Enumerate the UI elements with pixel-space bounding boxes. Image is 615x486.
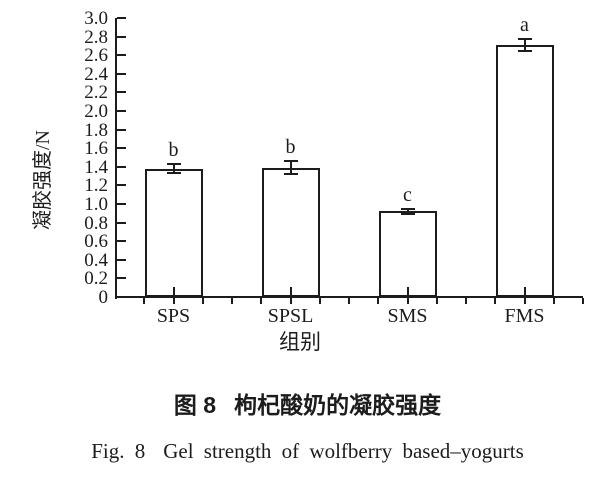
x-minor-tick: [289, 298, 292, 304]
x-minor-tick: [260, 298, 263, 304]
y-tick-label: 2.6: [84, 45, 108, 67]
x-minor-tick: [552, 298, 555, 304]
y-tick: [117, 54, 126, 57]
error-bar-cap-bottom-SMS: [400, 213, 415, 216]
y-tick: [117, 240, 126, 243]
y-tick: [117, 147, 126, 150]
y-tick-label: 0: [98, 287, 109, 308]
x-tick-label-SPS: SPS: [156, 305, 191, 327]
error-bar-cap-top-FMS: [517, 38, 532, 41]
y-tick: [117, 221, 126, 224]
x-minor-tick: [143, 298, 146, 304]
error-bar-cap-bottom-FMS: [517, 49, 532, 52]
error-bar-line-SMS: [406, 208, 409, 215]
x-tick-label-FMS: FMS: [504, 305, 545, 327]
y-tick-label: 0.2: [84, 268, 108, 290]
x-minor-tick: [318, 298, 321, 304]
y-tick: [117, 35, 126, 38]
y-tick-label: 1.6: [84, 138, 108, 160]
x-minor-tick: [494, 298, 497, 304]
bar-SPS: [144, 168, 203, 297]
bar-SMS: [378, 211, 437, 297]
y-tick: [117, 110, 126, 112]
x-major-tick-SPSL: [289, 287, 292, 297]
x-major-tick-SPS: [172, 287, 175, 297]
y-tick-label: 1.0: [84, 194, 108, 215]
caption-en-text: Gel strength of wolfberry based–yogurts: [163, 439, 524, 463]
x-tick-label-SMS: SMS: [387, 305, 428, 327]
x-minor-tick: [172, 298, 175, 304]
x-axis-line: [115, 296, 583, 298]
error-bar-line-SPS: [172, 164, 175, 174]
caption-zh-text: 枸杞酸奶的凝胶强度: [234, 392, 442, 418]
y-tick-label: 3.0: [84, 8, 108, 29]
x-minor-tick: [523, 298, 526, 304]
x-minor-tick: [406, 298, 409, 304]
y-tick-label: 2.4: [84, 63, 108, 85]
y-tick-label: 1.4: [84, 156, 108, 178]
y-tick-label: 2.0: [84, 101, 108, 122]
y-tick: [117, 165, 126, 168]
y-axis-line: [115, 18, 117, 299]
x-minor-tick: [435, 298, 438, 304]
y-tick-label: 0.8: [84, 212, 108, 234]
y-tick: [117, 91, 126, 94]
y-tick-label: 1.2: [84, 175, 108, 197]
x-minor-tick: [348, 298, 350, 304]
significance-letter-SPS: b: [168, 139, 179, 161]
y-tick: [117, 277, 126, 280]
error-bar-cap-top-SPS: [166, 163, 181, 165]
y-tick-label: 0.4: [84, 249, 108, 271]
x-major-tick-SMS: [406, 287, 409, 297]
y-tick: [117, 72, 126, 75]
x-minor-tick: [377, 298, 380, 304]
caption-zh-number: 图 8: [173, 392, 217, 418]
x-minor-tick: [465, 298, 467, 304]
x-minor-tick: [231, 298, 233, 304]
error-bar-line-SPSL: [289, 161, 292, 175]
gel-strength-bar-chart: 凝胶强度/N 组别 0 0.2 0.4 0.6 0.8 1.0 1.2 1.4 1.6 1.8 2.…: [32, 8, 584, 354]
bar-SPSL: [261, 167, 320, 297]
y-tick: [117, 128, 126, 131]
x-minor-tick: [582, 298, 584, 304]
y-tick-label: 2.8: [84, 26, 108, 48]
caption-english: Fig. 8 Gel strength of wolfberry based–yo…: [0, 439, 615, 464]
y-axis-title: 凝胶强度/N: [32, 130, 54, 230]
caption-en-number: Fig. 8: [91, 439, 146, 463]
significance-letter-SPSL: b: [285, 136, 296, 159]
x-tick-label-SPSL: SPSL: [267, 305, 314, 327]
y-tick: [117, 17, 126, 19]
error-bar-cap-bottom-SPSL: [283, 173, 298, 176]
bar-FMS: [495, 44, 554, 297]
x-minor-tick: [201, 298, 204, 304]
significance-letter-FMS: a: [520, 14, 529, 37]
y-tick-label: 1.8: [84, 119, 108, 141]
error-bar-cap-bottom-SPS: [166, 172, 181, 175]
caption-chinese: 图 8 枸杞酸奶的凝胶强度: [0, 386, 615, 420]
significance-letter-SMS: c: [403, 183, 412, 206]
x-major-tick-FMS: [523, 287, 526, 297]
y-tick: [117, 184, 126, 187]
x-axis-title: 组别: [279, 330, 321, 354]
y-tick: [117, 203, 126, 205]
error-bar-cap-top-SMS: [400, 207, 415, 210]
y-tick: [117, 296, 126, 298]
error-bar-line-FMS: [523, 39, 526, 51]
error-bar-cap-top-SPSL: [283, 160, 298, 163]
y-tick-label: 2.2: [84, 82, 108, 104]
y-tick-label: 0.6: [84, 231, 108, 253]
y-tick: [117, 258, 126, 261]
